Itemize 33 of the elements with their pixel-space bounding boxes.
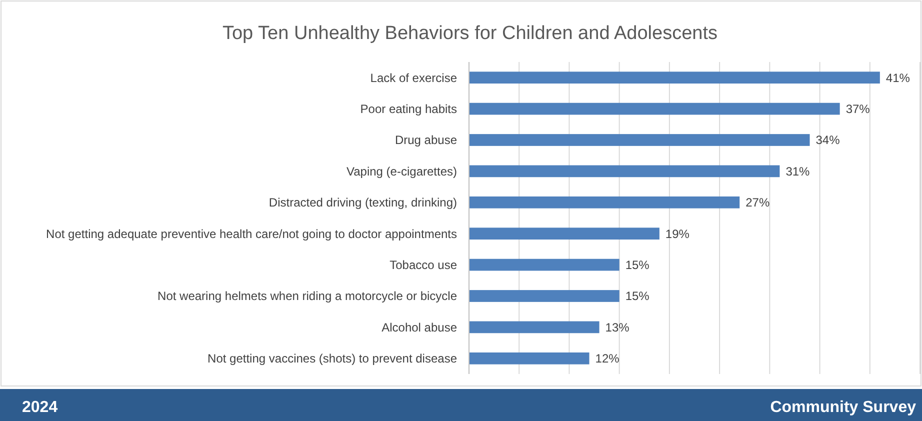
bar [469,258,620,271]
y-tick-label: Distracted driving (texting, drinking) [268,196,457,210]
bar [469,228,660,240]
text: Community Survey [770,399,916,416]
y-tick-label: Vaping (e-cigarettes) [346,164,457,178]
y-tick-label: Tobacco use [390,258,458,272]
bar [469,134,810,146]
bar [469,72,880,84]
y-tick-label: Alcohol abuse [382,320,458,334]
data-label: 27% [746,196,770,210]
y-tick-label: Lack of exercise [370,70,458,85]
data-label: 15% [625,289,650,304]
data-label: 34% [816,133,840,148]
bar [469,165,780,178]
data-label: 37% [846,102,870,116]
data-label: 13% [605,320,630,334]
data-label: 19% [665,226,690,241]
data-label: 41% [886,70,910,85]
bar [469,196,740,208]
text: 2024 [22,399,58,416]
bar [469,321,600,334]
bar [469,352,590,364]
bar [469,290,620,302]
data-label: 15% [625,258,650,272]
data-label: 12% [595,352,620,366]
bar [469,102,840,115]
data-label: 31% [786,164,810,178]
y-tick-label: Drug abuse [394,133,458,148]
chart-title: Top Ten Unhealthy Behaviors for Children and Adolescents [222,23,718,44]
y-tick-label: Poor eating habits [360,102,457,116]
y-tick-label: Not getting adequate preventive health care/not going to doctor appointments [46,226,457,241]
y-tick-label: Not wearing helmets when riding a motorcycle or bicycle [158,289,458,304]
y-tick-label: Not getting vaccines (shots) to prevent disease [208,352,458,366]
